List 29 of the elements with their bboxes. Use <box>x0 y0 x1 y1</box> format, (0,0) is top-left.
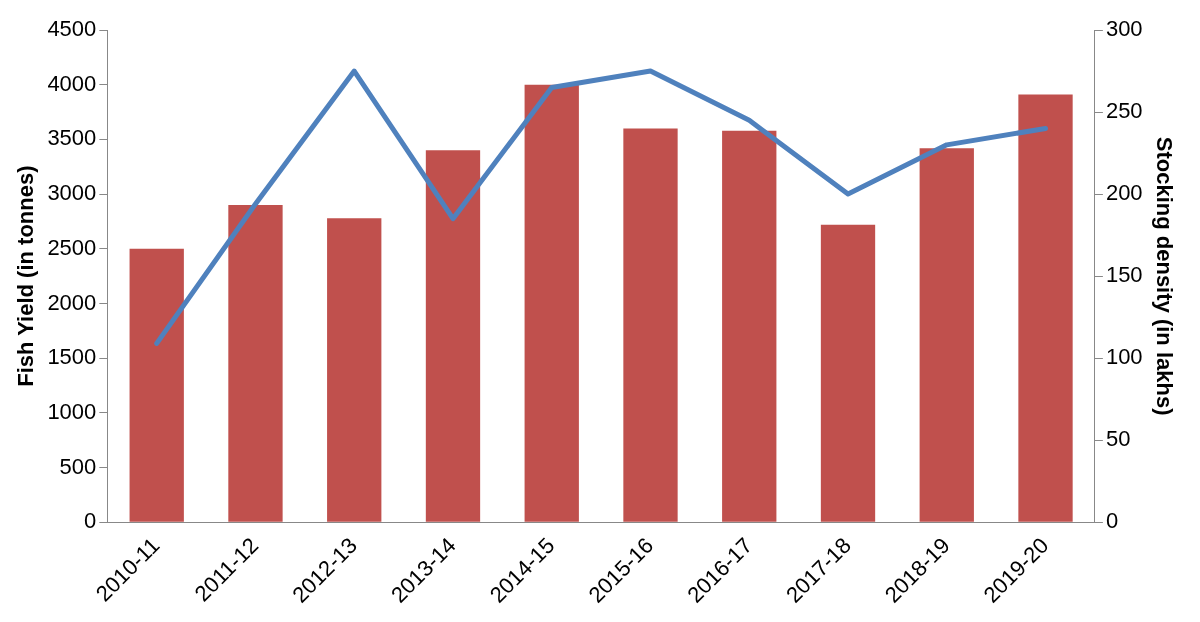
bar <box>524 84 579 522</box>
y-tick-label: 4000 <box>47 70 97 96</box>
bar <box>129 248 184 522</box>
y2-tick-label: 250 <box>1105 98 1143 124</box>
bar <box>327 218 382 522</box>
bar <box>722 130 777 522</box>
y-tick-label: 0 <box>84 508 97 534</box>
y-tick-label: 3000 <box>47 180 97 206</box>
bar <box>425 150 481 522</box>
y-tick-label: 3500 <box>47 125 97 151</box>
y2-tick-label: 150 <box>1105 262 1143 288</box>
y-tick-label: 1500 <box>47 344 97 370</box>
y2-tick-label: 100 <box>1105 344 1143 370</box>
y2-tick-label: 50 <box>1105 426 1131 452</box>
y2-tick-label: 300 <box>1105 16 1143 42</box>
bar <box>820 224 876 522</box>
y-tick-label: 1000 <box>47 398 97 424</box>
y-tick-label: 2500 <box>47 234 97 260</box>
bar <box>919 148 974 522</box>
y2-tick-label: 0 <box>1105 508 1119 534</box>
y-axis-title: Fish Yield (in tonnes) <box>13 165 39 387</box>
y-tick-label: 4500 <box>47 16 97 42</box>
y2-axis-title: Stocking density (in lakhs) <box>1151 136 1177 416</box>
y2-tick-label: 200 <box>1105 180 1143 206</box>
bar <box>1018 94 1073 522</box>
bar <box>228 205 283 522</box>
y-tick-label: 2000 <box>47 289 97 315</box>
y-tick-label: 500 <box>59 453 97 479</box>
bar <box>623 128 678 522</box>
